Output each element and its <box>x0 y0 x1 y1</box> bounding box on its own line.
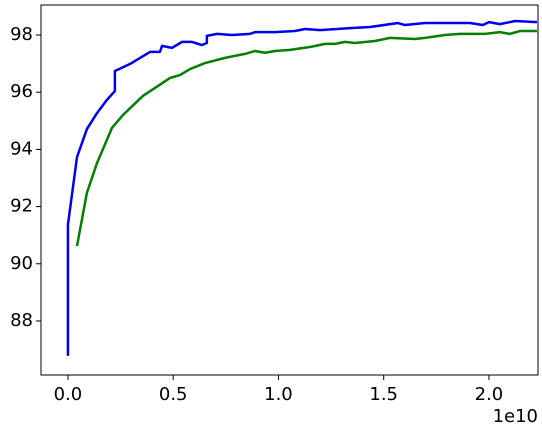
plot-frame <box>40 4 539 376</box>
y-tick-label: 88 <box>10 310 33 331</box>
y-tick-label: 98 <box>10 24 33 45</box>
x-tick-label: 0.0 <box>54 384 83 405</box>
y-tick-label: 96 <box>10 81 33 102</box>
y-tick-label: 90 <box>10 253 33 274</box>
line-series <box>75 29 537 247</box>
y-tick-label: 92 <box>10 196 33 217</box>
x-tick-label: 1.0 <box>264 384 293 405</box>
x-tick-label: 1.5 <box>369 384 398 405</box>
y-tick-label: 94 <box>10 138 33 159</box>
x-offset-label: 1e10 <box>493 406 538 427</box>
x-tick-label: 2.0 <box>475 384 504 405</box>
line-series <box>66 19 538 356</box>
x-tick-label: 0.5 <box>159 384 188 405</box>
